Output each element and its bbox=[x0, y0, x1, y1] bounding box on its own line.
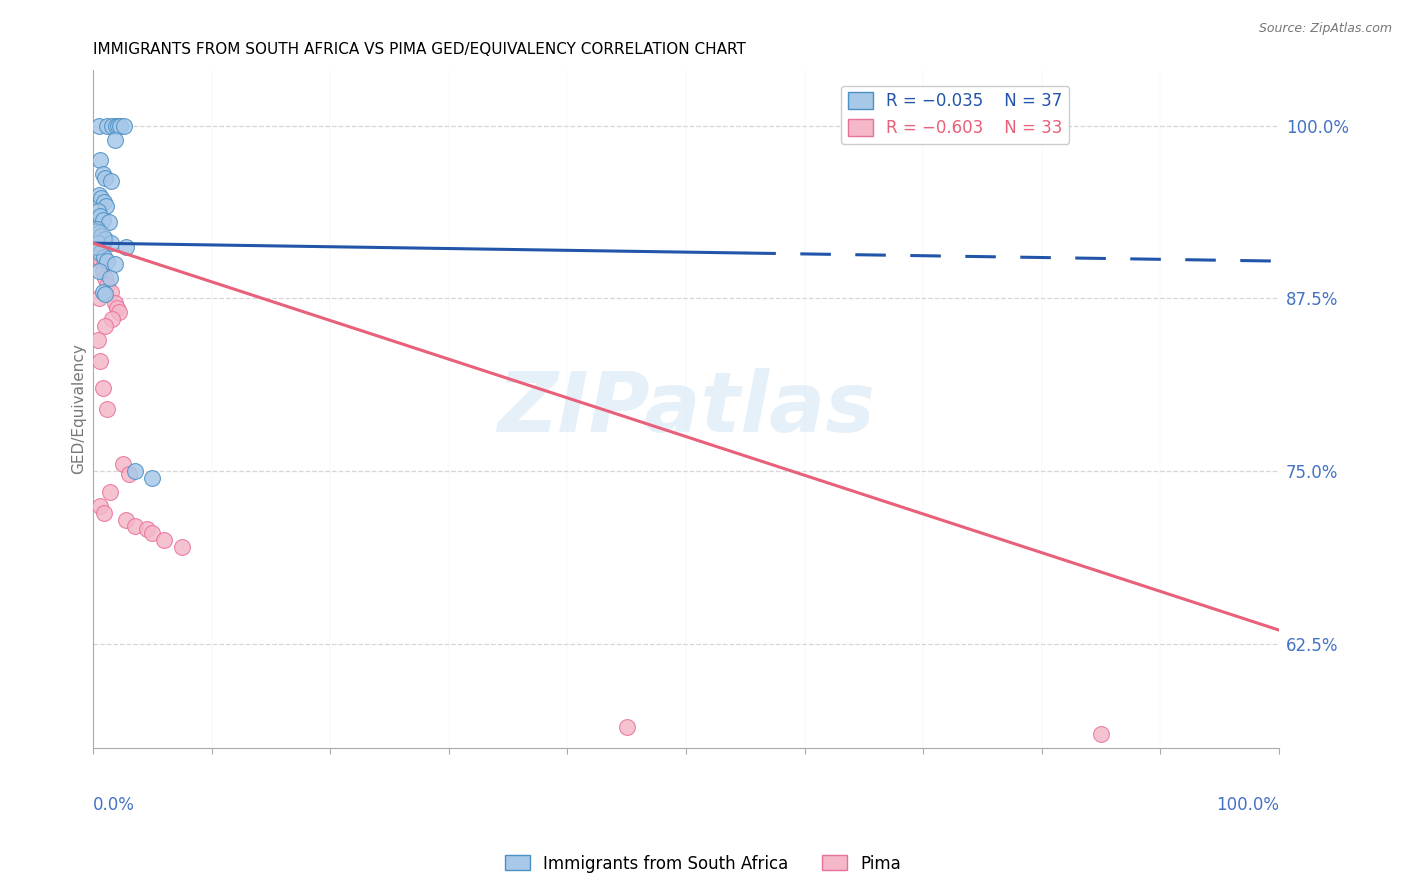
Point bbox=[141, 471, 163, 485]
Point bbox=[94, 319, 117, 334]
Text: Source: ZipAtlas.com: Source: ZipAtlas.com bbox=[1258, 22, 1392, 36]
Point bbox=[110, 119, 132, 133]
Point bbox=[103, 132, 125, 146]
Point bbox=[111, 457, 134, 471]
Point bbox=[124, 519, 146, 533]
Legend: Immigrants from South Africa, Pima: Immigrants from South Africa, Pima bbox=[498, 848, 908, 880]
Point bbox=[96, 254, 118, 268]
Point bbox=[94, 232, 117, 246]
Text: 100.0%: 100.0% bbox=[1216, 796, 1279, 814]
Point bbox=[93, 250, 115, 264]
Point bbox=[153, 533, 176, 548]
Point bbox=[89, 245, 111, 260]
Point bbox=[91, 285, 114, 299]
Legend: R = −0.035    N = 37, R = −0.603    N = 33: R = −0.035 N = 37, R = −0.603 N = 33 bbox=[841, 86, 1069, 144]
Point bbox=[90, 229, 112, 244]
Point bbox=[93, 194, 115, 209]
Point bbox=[100, 174, 122, 188]
Point bbox=[94, 270, 117, 285]
Point bbox=[98, 270, 121, 285]
Point bbox=[87, 227, 110, 241]
Point bbox=[103, 257, 125, 271]
Point bbox=[91, 264, 114, 278]
Point bbox=[87, 264, 110, 278]
Point bbox=[90, 190, 112, 204]
Point bbox=[100, 285, 122, 299]
Text: IMMIGRANTS FROM SOUTH AFRICA VS PIMA GED/EQUIVALENCY CORRELATION CHART: IMMIGRANTS FROM SOUTH AFRICA VS PIMA GED… bbox=[93, 42, 747, 57]
Point bbox=[104, 119, 127, 133]
Point bbox=[87, 292, 110, 306]
Point bbox=[616, 720, 638, 734]
Point bbox=[91, 212, 114, 227]
Point bbox=[141, 526, 163, 541]
Point bbox=[87, 333, 110, 347]
Point bbox=[87, 250, 110, 264]
Point bbox=[98, 484, 121, 499]
Point bbox=[1090, 727, 1112, 741]
Point bbox=[89, 209, 111, 223]
Point bbox=[86, 222, 108, 236]
Point bbox=[105, 301, 128, 315]
Point bbox=[115, 240, 138, 254]
Point bbox=[101, 119, 124, 133]
Point bbox=[91, 381, 114, 395]
Point bbox=[84, 232, 107, 246]
Point bbox=[93, 257, 115, 271]
Point bbox=[124, 464, 146, 478]
Point bbox=[96, 401, 118, 416]
Point bbox=[172, 540, 194, 554]
Point bbox=[101, 312, 124, 326]
Point bbox=[96, 119, 118, 133]
Text: ZIPatlas: ZIPatlas bbox=[498, 368, 875, 450]
Point bbox=[87, 232, 110, 246]
Point bbox=[115, 512, 138, 526]
Point bbox=[89, 499, 111, 513]
Point bbox=[112, 119, 135, 133]
Point bbox=[90, 254, 112, 268]
Point bbox=[96, 199, 118, 213]
Y-axis label: GED/Equivalency: GED/Equivalency bbox=[72, 343, 86, 475]
Point bbox=[86, 222, 108, 236]
Point bbox=[94, 171, 117, 186]
Point bbox=[107, 119, 129, 133]
Point bbox=[118, 467, 141, 481]
Point bbox=[100, 236, 122, 251]
Point bbox=[89, 236, 111, 251]
Text: 0.0%: 0.0% bbox=[93, 796, 135, 814]
Point bbox=[94, 287, 117, 301]
Point bbox=[97, 215, 120, 229]
Point bbox=[87, 187, 110, 202]
Point bbox=[103, 295, 125, 310]
Point bbox=[87, 236, 110, 251]
Point bbox=[87, 204, 110, 219]
Point bbox=[96, 277, 118, 292]
Point bbox=[89, 353, 111, 368]
Point bbox=[91, 167, 114, 181]
Point bbox=[93, 506, 115, 520]
Point bbox=[108, 305, 131, 319]
Point bbox=[87, 119, 110, 133]
Point bbox=[135, 522, 157, 536]
Point bbox=[89, 153, 111, 168]
